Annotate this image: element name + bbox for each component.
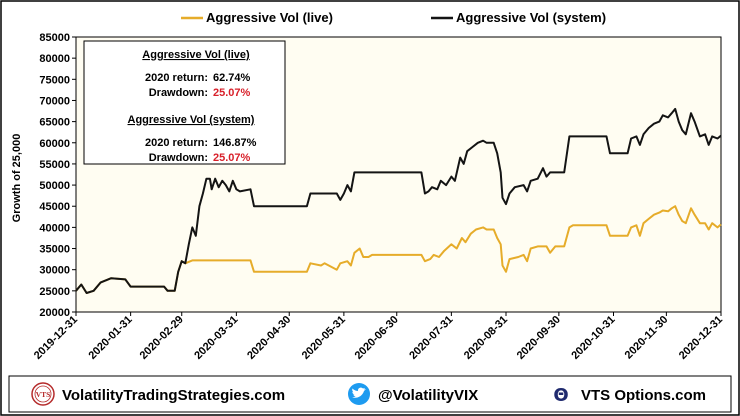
footer-website[interactable]: VolatilityTradingStrategies.com bbox=[62, 387, 285, 404]
vts-logo-text: VTS bbox=[36, 390, 51, 399]
legend: Aggressive Vol (live) Aggressive Vol (sy… bbox=[181, 10, 606, 25]
info-box-frame bbox=[83, 40, 286, 165]
y-tick-label: 25000 bbox=[39, 286, 70, 298]
y-tick-label: 20000 bbox=[39, 307, 70, 319]
info-live-return-value: 62.74% bbox=[213, 72, 251, 84]
y-tick-label: 50000 bbox=[39, 180, 70, 192]
info-system-drawdown-value: 25.07% bbox=[213, 152, 251, 164]
theta-icon: Θ bbox=[553, 385, 568, 406]
info-system-return-value: 146.87% bbox=[213, 137, 257, 149]
info-system-return-label: 2020 return: bbox=[145, 137, 208, 149]
legend-label-system: Aggressive Vol (system) bbox=[456, 10, 606, 25]
series-line-system bbox=[75, 107, 722, 294]
y-tick-label: 85000 bbox=[39, 32, 70, 44]
y-tick-label: 65000 bbox=[39, 117, 70, 129]
twitter-bird-icon bbox=[348, 383, 370, 405]
y-tick-label: 35000 bbox=[39, 244, 70, 256]
vts-logo-icon: VTS bbox=[31, 382, 55, 406]
y-tick-label: 30000 bbox=[39, 265, 70, 277]
info-live-title: Aggressive Vol (live) bbox=[142, 49, 250, 61]
y-tick-label: 60000 bbox=[39, 138, 70, 150]
info-box: Aggressive Vol (live) 2020 return: 62.74… bbox=[83, 40, 286, 165]
footer-options[interactable]: VTS Options.com bbox=[581, 387, 706, 404]
y-tick-label: 70000 bbox=[39, 95, 70, 107]
y-tick-label: 45000 bbox=[39, 201, 70, 213]
y-tick-label: 80000 bbox=[39, 53, 70, 65]
info-live-drawdown-label: Drawdown: bbox=[149, 87, 208, 99]
info-system-title: Aggressive Vol (system) bbox=[128, 114, 255, 126]
y-tick-label: 40000 bbox=[39, 222, 70, 234]
y-axis: 20000 25000 30000 35000 40000 45000 50000 55000… bbox=[39, 32, 76, 319]
legend-label-live: Aggressive Vol (live) bbox=[206, 10, 333, 25]
series-layer bbox=[75, 107, 722, 294]
series-line-live bbox=[75, 205, 722, 294]
y-axis-title: Growth of 25,000 bbox=[11, 134, 23, 223]
footer-frame bbox=[8, 375, 732, 413]
y-tick-label: 55000 bbox=[39, 159, 70, 171]
footer-twitter[interactable]: @VolatilityVIX bbox=[378, 387, 478, 404]
info-live-drawdown-value: 25.07% bbox=[213, 87, 251, 99]
info-live-return-label: 2020 return: bbox=[145, 72, 208, 84]
y-tick-label: 75000 bbox=[39, 74, 70, 86]
footer: VTS VolatilityTradingStrategies.com @Vol… bbox=[8, 375, 732, 413]
info-system-drawdown-label: Drawdown: bbox=[149, 152, 208, 164]
